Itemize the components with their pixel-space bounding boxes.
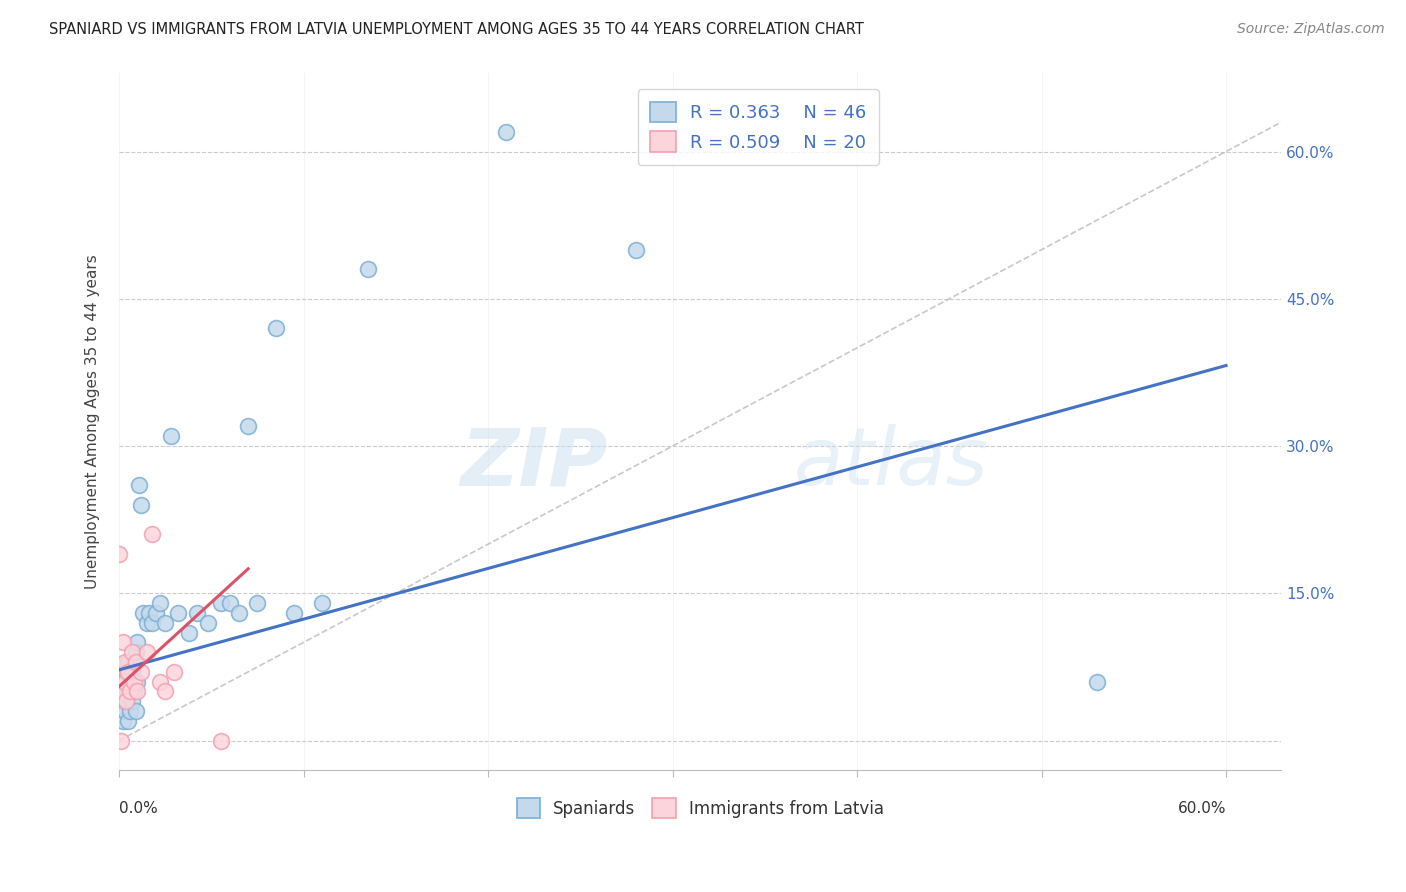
Point [357, 262, 380, 277]
Point [132, 606, 155, 620]
Point [129, 665, 152, 679]
Point [120, 674, 142, 689]
Point [209, 596, 232, 610]
Point [120, 684, 142, 698]
Point [186, 606, 208, 620]
Point [115, 694, 138, 708]
Point [145, 606, 167, 620]
Point [115, 694, 138, 708]
Point [128, 478, 150, 492]
Point [110, 694, 132, 708]
Point [127, 684, 149, 698]
Point [197, 615, 219, 630]
Point [149, 596, 172, 610]
Point [117, 684, 139, 698]
Point [114, 674, 136, 689]
Point [117, 665, 139, 679]
Point [124, 645, 146, 659]
Point [179, 625, 201, 640]
Point [135, 615, 157, 630]
Point [121, 694, 143, 708]
Point [495, 125, 517, 139]
Point [163, 665, 186, 679]
Point [141, 527, 163, 541]
Point [124, 704, 146, 718]
Point [111, 635, 134, 649]
Point [122, 684, 145, 698]
Point [114, 655, 136, 669]
Point [122, 674, 145, 689]
Text: 0.0%: 0.0% [120, 801, 157, 816]
Point [153, 615, 176, 630]
Point [115, 665, 138, 679]
Text: SPANIARD VS IMMIGRANTS FROM LATVIA UNEMPLOYMENT AMONG AGES 35 TO 44 YEARS CORREL: SPANIARD VS IMMIGRANTS FROM LATVIA UNEMP… [49, 22, 865, 37]
Point [228, 606, 250, 620]
Point [111, 684, 134, 698]
Point [121, 665, 143, 679]
Point [167, 606, 190, 620]
Point [311, 596, 333, 610]
Point [209, 733, 232, 747]
Text: atlas: atlas [793, 425, 988, 502]
Point [624, 243, 647, 257]
Point [120, 704, 142, 718]
Point [114, 674, 136, 689]
Point [283, 606, 305, 620]
Point [127, 635, 149, 649]
Point [110, 733, 132, 747]
Point [111, 684, 134, 698]
Point [159, 429, 181, 443]
Point [121, 645, 143, 659]
Point [238, 419, 260, 434]
Point [111, 714, 134, 728]
Point [1085, 674, 1108, 689]
Point [264, 321, 287, 335]
Point [127, 674, 149, 689]
Text: Source: ZipAtlas.com: Source: ZipAtlas.com [1237, 22, 1385, 37]
Point [108, 547, 131, 561]
Legend: Spaniards, Immigrants from Latvia: Spaniards, Immigrants from Latvia [510, 792, 890, 824]
Point [141, 615, 163, 630]
Point [129, 498, 152, 512]
Text: ZIP: ZIP [460, 425, 607, 502]
Text: 60.0%: 60.0% [1178, 801, 1226, 816]
Point [124, 655, 146, 669]
Point [117, 714, 139, 728]
Point [138, 606, 160, 620]
Point [218, 596, 240, 610]
Point [149, 674, 172, 689]
Point [135, 645, 157, 659]
Point [246, 596, 269, 610]
Y-axis label: Unemployment Among Ages 35 to 44 years: Unemployment Among Ages 35 to 44 years [86, 254, 100, 589]
Point [153, 684, 176, 698]
Point [114, 704, 136, 718]
Point [122, 655, 145, 669]
Point [117, 655, 139, 669]
